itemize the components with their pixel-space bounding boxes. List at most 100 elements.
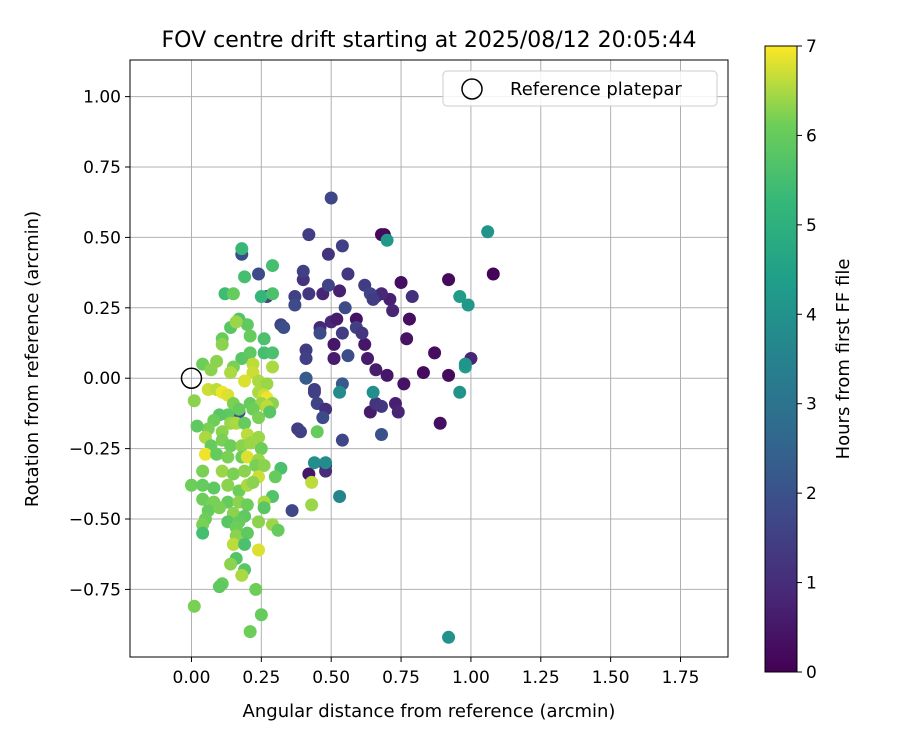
data-point [187, 599, 201, 613]
y-tick-label: 0.25 [83, 299, 121, 319]
data-point [224, 439, 238, 453]
data-point [288, 298, 302, 312]
data-point [313, 326, 327, 340]
data-point [196, 492, 210, 506]
data-point [187, 394, 201, 408]
data-point [226, 467, 240, 481]
data-point [299, 371, 313, 385]
data-point [330, 312, 344, 326]
data-point [238, 537, 252, 551]
data-point [268, 470, 282, 484]
data-point [266, 360, 280, 374]
data-point [316, 411, 330, 425]
colorbar-gradient [764, 45, 798, 673]
data-point [246, 475, 260, 489]
data-point [442, 368, 456, 382]
y-tick-label: 0.50 [83, 228, 121, 248]
colorbar-tick-label: 2 [806, 484, 817, 504]
data-point [416, 366, 430, 380]
data-point [453, 290, 467, 304]
x-axis-label: Angular distance from reference (arcmin) [243, 701, 616, 722]
data-point [321, 278, 335, 292]
data-point [254, 290, 268, 304]
legend-box [442, 70, 718, 107]
colorbar-tick-label: 4 [806, 305, 817, 325]
y-tick-label: −0.25 [69, 440, 121, 460]
data-point [366, 385, 380, 399]
data-point [257, 459, 271, 473]
data-point [327, 352, 341, 365]
data-point [335, 433, 349, 447]
data-point [355, 326, 369, 340]
data-point [366, 292, 380, 306]
data-point [243, 329, 257, 343]
data-point [196, 526, 210, 540]
data-point [260, 377, 274, 391]
data-point [277, 321, 291, 335]
chart-title: FOV centre drift starting at 2025/08/12 … [162, 28, 697, 53]
data-point [257, 332, 271, 346]
data-point [210, 447, 224, 461]
y-tick-label: 1.00 [83, 88, 121, 108]
data-point [310, 425, 324, 439]
data-point [254, 442, 268, 456]
data-point [333, 385, 347, 399]
data-point [263, 405, 277, 419]
y-axis-label: Rotation from reference (arcmin) [22, 211, 43, 507]
colorbar-tick-label: 5 [806, 216, 817, 236]
data-point [212, 580, 226, 594]
colorbar-tick-label: 0 [806, 663, 817, 683]
data-point [266, 259, 280, 273]
data-points [184, 191, 500, 644]
data-point [221, 478, 235, 492]
x-tick-label: 0.75 [382, 668, 420, 688]
y-axis: 1.00 0.75 0.50 0.25 0.00 −0.25 −0.50 −0.75 [69, 88, 130, 600]
x-tick-label: 0.25 [242, 668, 280, 688]
legend-marker-reference-platepar [461, 78, 483, 100]
data-point [243, 436, 257, 450]
y-tick-label: −0.50 [69, 510, 121, 530]
data-point [380, 368, 394, 382]
data-point [302, 228, 316, 242]
data-point [386, 304, 400, 318]
colorbar-tick-label: 1 [806, 574, 817, 594]
data-point [240, 318, 254, 332]
data-point [305, 475, 319, 489]
data-point [196, 478, 210, 492]
data-point [324, 191, 338, 205]
data-point [238, 416, 252, 430]
data-point [307, 385, 321, 399]
reference-platepar-marker [180, 367, 203, 389]
data-point [302, 287, 316, 301]
data-point [204, 363, 218, 377]
colorbar-tick-label: 3 [806, 395, 817, 415]
data-point [380, 233, 394, 247]
data-point [319, 456, 333, 470]
data-point [257, 501, 271, 515]
y-tick-label: −0.75 [69, 580, 121, 600]
data-point [338, 301, 352, 315]
data-point [374, 399, 388, 413]
colorbar-tick-label: 6 [806, 126, 817, 146]
data-point [453, 385, 467, 399]
data-point [296, 264, 310, 278]
data-point [321, 247, 335, 261]
data-point [486, 267, 500, 281]
colorbar-ticks: 0 1 2 3 4 5 6 7 [797, 37, 817, 683]
legend: Reference platepar [442, 70, 718, 107]
data-point [402, 312, 416, 326]
x-axis: 0.00 0.25 0.50 0.75 1.00 1.25 1.50 1.75 [173, 657, 699, 688]
data-point [391, 405, 405, 419]
data-point [235, 242, 249, 256]
data-point [238, 464, 252, 478]
legend-entry-reference-platepar: Reference platepar [510, 79, 682, 100]
data-point [232, 402, 246, 416]
data-point [481, 225, 495, 239]
data-point [293, 425, 307, 439]
data-point [235, 568, 249, 582]
data-point [335, 326, 349, 340]
data-point [369, 363, 383, 377]
y-tick-label: 0.75 [83, 158, 121, 178]
data-point [458, 357, 472, 371]
